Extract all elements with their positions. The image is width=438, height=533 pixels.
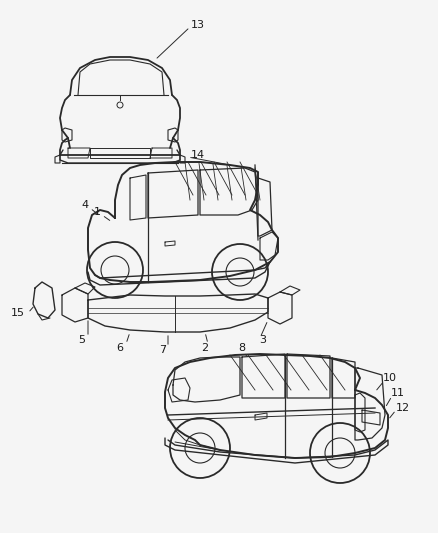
Text: 11: 11 <box>391 388 405 398</box>
Text: 8: 8 <box>238 343 246 353</box>
Text: 2: 2 <box>201 343 208 353</box>
Text: 14: 14 <box>191 150 205 160</box>
Text: 13: 13 <box>191 20 205 30</box>
Text: 5: 5 <box>78 335 85 345</box>
Text: 7: 7 <box>159 345 166 355</box>
Text: 15: 15 <box>11 308 25 318</box>
Text: 6: 6 <box>117 343 124 353</box>
Text: 3: 3 <box>259 335 266 345</box>
Text: 12: 12 <box>396 403 410 413</box>
Text: 4: 4 <box>81 200 88 210</box>
Text: 1: 1 <box>93 207 100 217</box>
Text: 10: 10 <box>383 373 397 383</box>
